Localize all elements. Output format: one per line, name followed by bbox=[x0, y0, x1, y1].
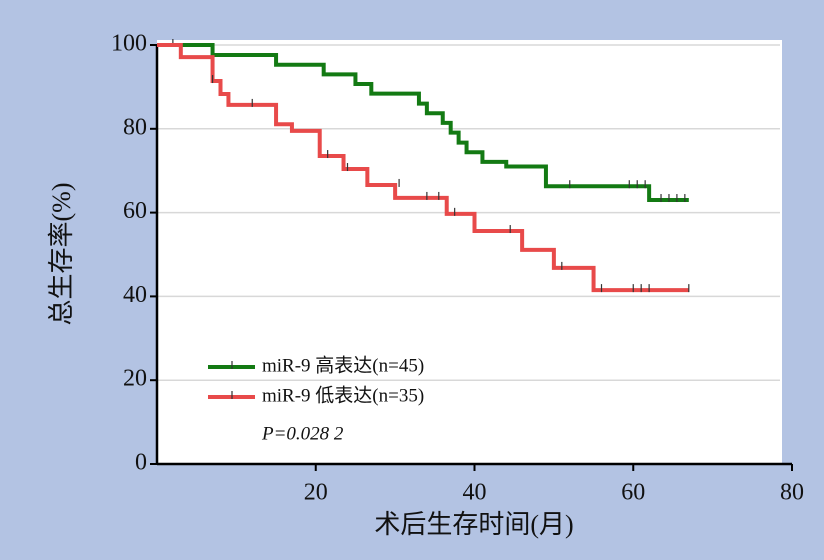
survival-curve bbox=[157, 43, 689, 293]
y-tick-label: 60 bbox=[123, 198, 147, 224]
x-tick-label: 80 bbox=[780, 480, 804, 506]
x-tick-label: 20 bbox=[304, 480, 328, 506]
y-tick-label: 80 bbox=[123, 114, 147, 140]
y-tick-label: 100 bbox=[111, 31, 147, 57]
plot-area bbox=[157, 40, 782, 464]
p-value: P=0.028 2 bbox=[261, 423, 344, 444]
y-tick-label: 20 bbox=[123, 366, 147, 392]
y-tick-label: 0 bbox=[135, 450, 147, 476]
x-tick-label: 60 bbox=[621, 480, 645, 506]
y-axis-label: 总生存率(%) bbox=[47, 183, 76, 326]
legend-label: miR-9 低表达(n=35) bbox=[262, 384, 424, 406]
survival-curve bbox=[157, 43, 689, 203]
x-axis-label: 术后生存时间(月) bbox=[374, 510, 573, 539]
y-tick-label: 40 bbox=[123, 282, 147, 308]
legend-label: miR-9 高表达(n=45) bbox=[262, 354, 424, 376]
x-tick-label: 40 bbox=[463, 480, 487, 506]
